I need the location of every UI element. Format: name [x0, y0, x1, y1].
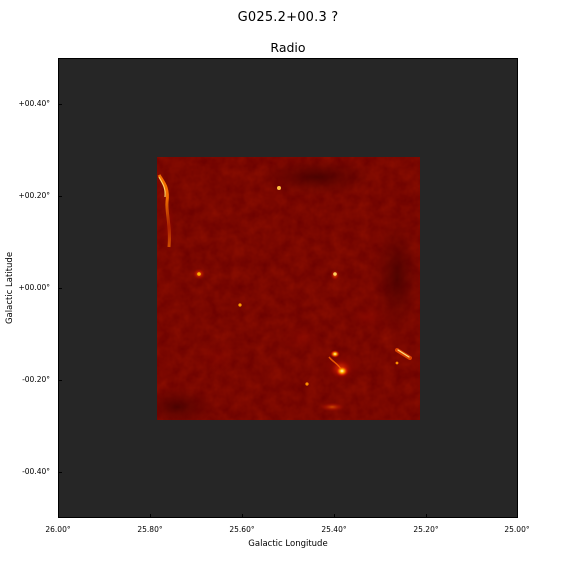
x-tick-mark	[242, 514, 243, 518]
x-tick-label: 26.00°	[45, 525, 71, 534]
x-tick-mark	[58, 514, 59, 518]
y-tick-label: +00.40°	[18, 99, 50, 108]
figure-subtitle: Radio	[270, 40, 306, 55]
x-tick-label: 25.40°	[321, 525, 347, 534]
x-tick-mark	[334, 514, 335, 518]
y-axis-title: Galactic Latitude	[5, 251, 15, 325]
x-tick-mark	[517, 514, 518, 518]
x-tick-label: 25.00°	[504, 525, 530, 534]
y-tick-mark	[58, 196, 62, 197]
y-tick-label: +00.00°	[18, 283, 50, 292]
y-tick-label: -00.20°	[22, 375, 50, 384]
y-tick-label: -00.40°	[22, 467, 50, 476]
y-tick-mark	[58, 104, 62, 105]
x-tick-label: 25.20°	[413, 525, 439, 534]
x-axis-title: Galactic Longitude	[248, 539, 328, 549]
radio-image	[157, 157, 420, 420]
x-tick-mark	[426, 514, 427, 518]
image-frame	[58, 58, 518, 518]
x-tick-mark	[150, 514, 151, 518]
y-tick-label: +00.20°	[18, 191, 50, 200]
y-tick-mark	[58, 288, 62, 289]
y-tick-mark	[58, 472, 62, 473]
y-tick-mark	[58, 380, 62, 381]
x-tick-label: 25.60°	[229, 525, 255, 534]
x-tick-label: 25.80°	[137, 525, 163, 534]
figure-title: G025.2+00.3 ?	[237, 10, 339, 25]
